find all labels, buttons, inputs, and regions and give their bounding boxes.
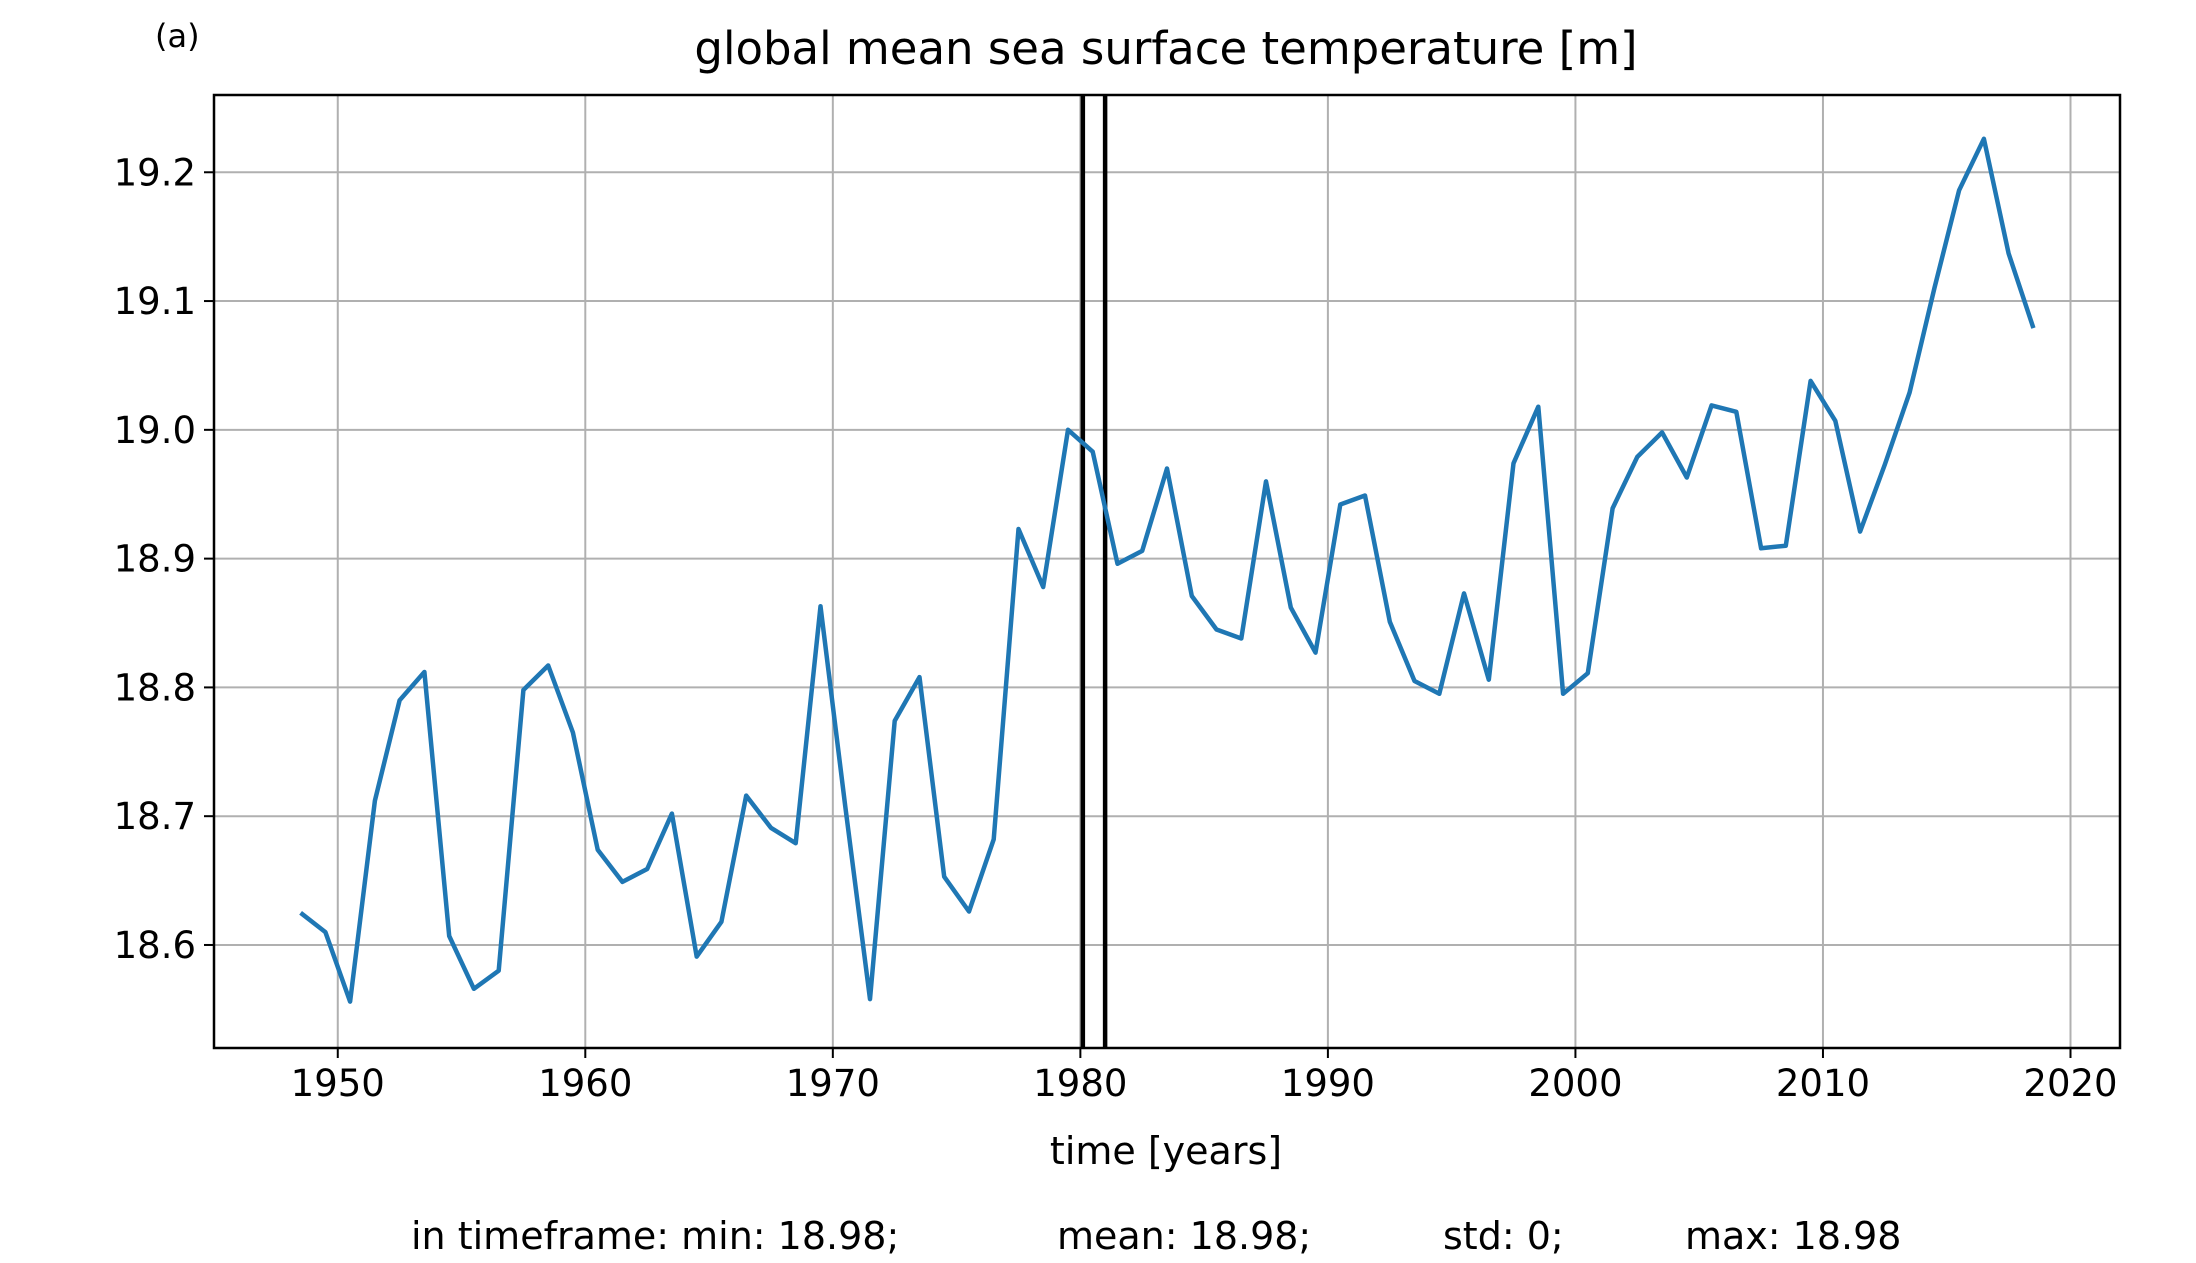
stat-std: std: 0;: [1443, 1214, 1564, 1258]
stat-max: max: 18.98: [1685, 1214, 1901, 1258]
x-tick-label: 1970: [786, 1062, 880, 1105]
chart-title: global mean sea surface temperature [m]: [694, 22, 1637, 75]
marker-lines: [1080, 95, 1108, 1048]
panel-label: (a): [155, 17, 200, 55]
y-tick-label: 18.8: [114, 666, 196, 709]
x-tick-label: 1980: [1033, 1062, 1127, 1105]
x-tick-label: 2020: [2023, 1062, 2117, 1105]
x-tick-label: 2000: [1528, 1062, 1622, 1105]
grid: [214, 95, 2120, 1048]
y-tick-label: 18.6: [114, 924, 196, 967]
x-tick-label: 1950: [291, 1062, 385, 1105]
stat-min: in timeframe: min: 18.98;: [411, 1214, 899, 1258]
y-tick-label: 19.0: [114, 409, 196, 452]
y-tick-label: 19.1: [114, 280, 196, 323]
plot-frame: [212, 93, 2122, 1050]
y-tick-label: 19.2: [114, 151, 196, 194]
y-tick-label: 18.9: [114, 538, 196, 581]
stat-mean: mean: 18.98;: [1057, 1214, 1311, 1258]
x-axis-label: time [years]: [1050, 1129, 1282, 1173]
x-tick-label: 1960: [538, 1062, 632, 1105]
series-layer: [299, 136, 2036, 1004]
x-tick-label: 1990: [1281, 1062, 1375, 1105]
y-tick-label: 18.7: [114, 795, 196, 838]
series-line: [299, 136, 2036, 1004]
ticks: 1950 1960 1970 1980 1990 2000 2010 2020 18.6 18.7…: [114, 151, 2118, 1105]
x-tick-label: 2010: [1776, 1062, 1870, 1105]
